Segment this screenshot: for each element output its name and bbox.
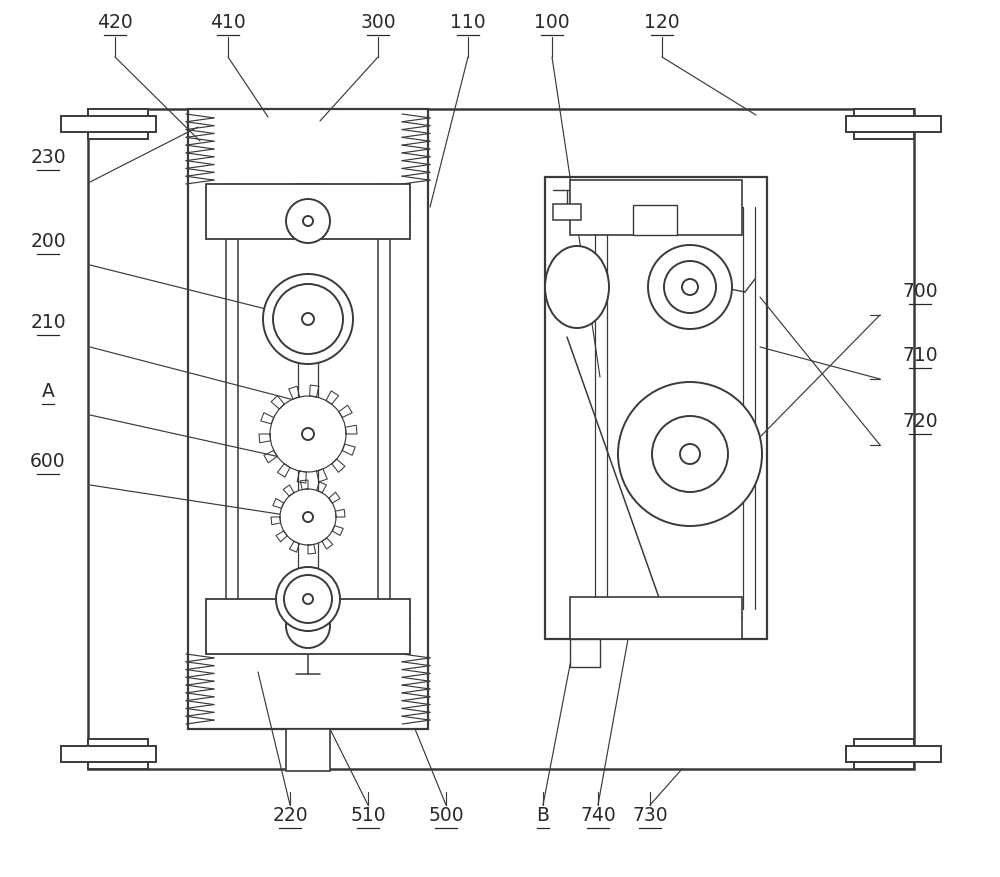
Text: 100: 100 — [534, 13, 570, 32]
Circle shape — [652, 416, 728, 492]
Circle shape — [270, 396, 346, 472]
Circle shape — [682, 279, 698, 295]
Bar — [188, 109, 428, 729]
Bar — [633, 205, 677, 235]
Bar — [854, 109, 914, 139]
Circle shape — [618, 382, 762, 526]
Text: 700: 700 — [902, 282, 938, 301]
Bar — [553, 204, 581, 220]
Circle shape — [302, 313, 314, 325]
Bar — [570, 597, 742, 639]
Circle shape — [303, 512, 313, 522]
Bar — [570, 180, 742, 235]
Circle shape — [273, 284, 343, 354]
Circle shape — [664, 261, 716, 313]
Bar — [88, 109, 914, 769]
Bar — [545, 177, 767, 639]
Bar — [286, 729, 330, 771]
Text: 200: 200 — [30, 232, 66, 251]
Bar — [88, 109, 148, 139]
Text: 510: 510 — [350, 806, 386, 825]
Circle shape — [303, 594, 313, 604]
Circle shape — [286, 199, 330, 243]
Bar — [206, 184, 410, 239]
Text: 420: 420 — [97, 13, 133, 32]
Bar — [61, 116, 156, 132]
Bar — [846, 746, 941, 762]
Bar — [854, 739, 914, 769]
Bar — [570, 639, 600, 667]
Circle shape — [284, 575, 332, 623]
Bar — [61, 746, 156, 762]
Bar — [206, 599, 410, 654]
Circle shape — [680, 444, 700, 464]
Circle shape — [286, 604, 330, 648]
Text: 220: 220 — [272, 806, 308, 825]
Text: 230: 230 — [30, 148, 66, 167]
Circle shape — [648, 245, 732, 329]
Circle shape — [263, 274, 353, 364]
Text: 300: 300 — [360, 13, 396, 32]
Bar — [846, 116, 941, 132]
Text: 720: 720 — [902, 412, 938, 431]
Text: 120: 120 — [644, 13, 680, 32]
Text: 730: 730 — [632, 806, 668, 825]
Circle shape — [280, 489, 336, 545]
Circle shape — [302, 428, 314, 440]
Text: 740: 740 — [580, 806, 616, 825]
Text: A: A — [42, 382, 54, 401]
Text: 600: 600 — [30, 452, 66, 471]
Text: 410: 410 — [210, 13, 246, 32]
Bar — [88, 739, 148, 769]
Circle shape — [303, 621, 313, 631]
Text: 210: 210 — [30, 313, 66, 332]
Text: 110: 110 — [450, 13, 486, 32]
Text: 500: 500 — [428, 806, 464, 825]
Circle shape — [303, 216, 313, 226]
Text: B: B — [536, 806, 550, 825]
Circle shape — [276, 567, 340, 631]
Ellipse shape — [545, 246, 609, 328]
Text: 710: 710 — [902, 346, 938, 365]
